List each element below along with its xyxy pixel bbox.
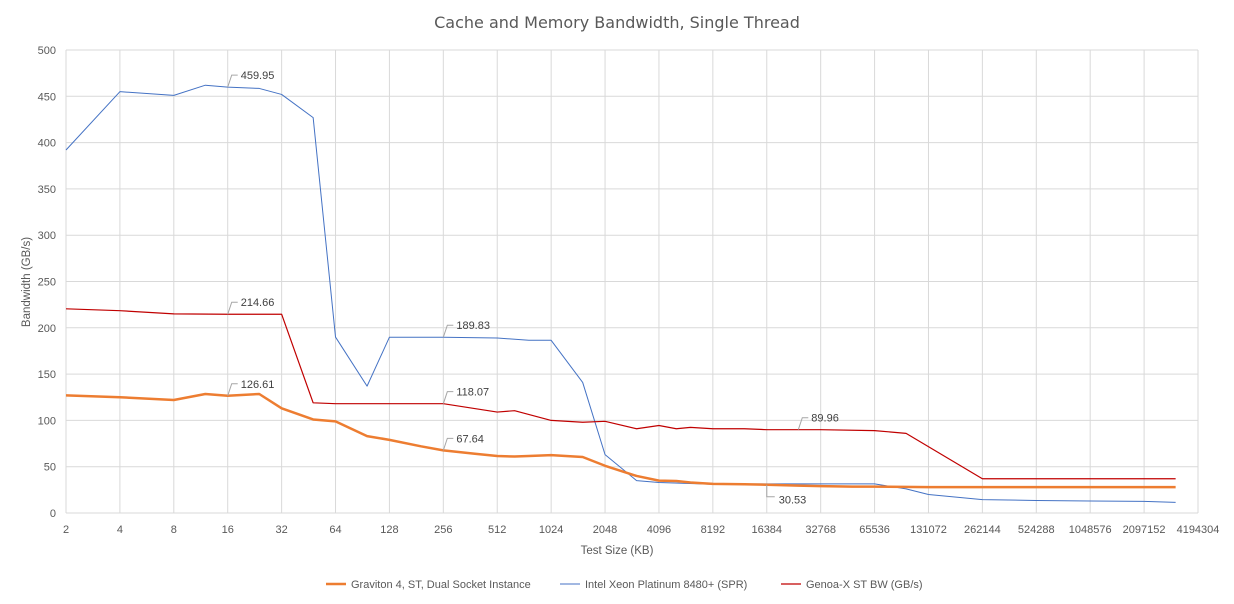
- y-tick-label: 0: [50, 508, 56, 520]
- data-label: 126.61: [241, 379, 275, 391]
- label-leader: [227, 383, 238, 396]
- legend-label: Genoa-X ST BW (GB/s): [806, 579, 923, 591]
- x-tick-label: 32: [275, 524, 287, 536]
- legend-label: Intel Xeon Platinum 8480+ (SPR): [585, 579, 747, 591]
- y-tick-label: 200: [38, 323, 56, 335]
- x-tick-label: 32768: [805, 524, 836, 536]
- y-tick-label: 50: [44, 462, 56, 474]
- y-axis-title: Bandwidth (GB/s): [21, 237, 33, 327]
- x-tick-label: 16384: [751, 524, 782, 536]
- x-tick-label: 2097152: [1123, 524, 1166, 536]
- y-tick-label: 300: [38, 230, 56, 242]
- x-tick-label: 1024: [539, 524, 563, 536]
- data-label: 189.83: [456, 320, 490, 332]
- y-tick-label: 100: [38, 415, 56, 427]
- data-label: 89.96: [811, 413, 839, 425]
- legend-label: Graviton 4, ST, Dual Socket Instance: [351, 579, 531, 591]
- x-tick-label: 8: [171, 524, 177, 536]
- x-tick-label: 262144: [964, 524, 1001, 536]
- legend: Graviton 4, ST, Dual Socket Instance Inte…: [326, 579, 923, 591]
- data-label: 30.53: [779, 495, 807, 507]
- grid-layer: [65, 49, 1199, 514]
- data-label: 459.95: [241, 70, 275, 82]
- x-tick-label: 4194304: [1177, 524, 1220, 536]
- y-tick-labels: 0 50 100 150 200 250 300 350 400 450 500: [38, 45, 56, 520]
- y-tick-label: 350: [38, 184, 56, 196]
- x-tick-label: 2: [63, 524, 69, 536]
- x-tick-label: 8192: [701, 524, 725, 536]
- x-tick-label: 16: [222, 524, 234, 536]
- x-axis-title: Test Size (KB): [581, 545, 654, 557]
- label-leader: [797, 417, 809, 430]
- data-label: 214.66: [241, 297, 275, 309]
- x-tick-label: 4096: [647, 524, 671, 536]
- series-line-1: [65, 84, 1176, 503]
- y-tick-label: 400: [38, 138, 56, 150]
- series-line-0: [65, 392, 1176, 489]
- series-line-2: [65, 308, 1176, 480]
- y-tick-label: 450: [38, 91, 56, 103]
- x-tick-label: 128: [380, 524, 398, 536]
- data-labels: 459.95 189.83 214.66 118.07 89.96 126.61 67.64…: [227, 70, 839, 507]
- x-tick-label: 65536: [859, 524, 890, 536]
- x-tick-label: 131072: [910, 524, 947, 536]
- label-leader: [442, 324, 454, 338]
- label-leader: [442, 391, 454, 404]
- x-tick-label: 2048: [593, 524, 617, 536]
- x-tick-label: 512: [488, 524, 506, 536]
- series-layer: [65, 84, 1176, 503]
- x-tick-label: 524288: [1018, 524, 1055, 536]
- x-tick-label: 4: [117, 524, 123, 536]
- y-tick-label: 500: [38, 45, 56, 57]
- x-tick-label: 1048576: [1069, 524, 1112, 536]
- chart-title: Cache and Memory Bandwidth, Single Threa…: [434, 13, 800, 32]
- label-leader: [227, 74, 238, 88]
- x-tick-label: 256: [434, 524, 452, 536]
- label-leader: [766, 484, 775, 498]
- y-tick-label: 150: [38, 369, 56, 381]
- y-tick-label: 250: [38, 277, 56, 289]
- x-tick-label: 64: [329, 524, 341, 536]
- label-leader: [227, 301, 238, 315]
- x-tick-labels: 2 4 8 16 32 64 128 256 512 1024 2048 4096 8192 16384 3…: [63, 524, 1219, 536]
- label-leader: [442, 437, 454, 451]
- data-label: 67.64: [456, 433, 484, 445]
- data-label: 118.07: [456, 387, 489, 399]
